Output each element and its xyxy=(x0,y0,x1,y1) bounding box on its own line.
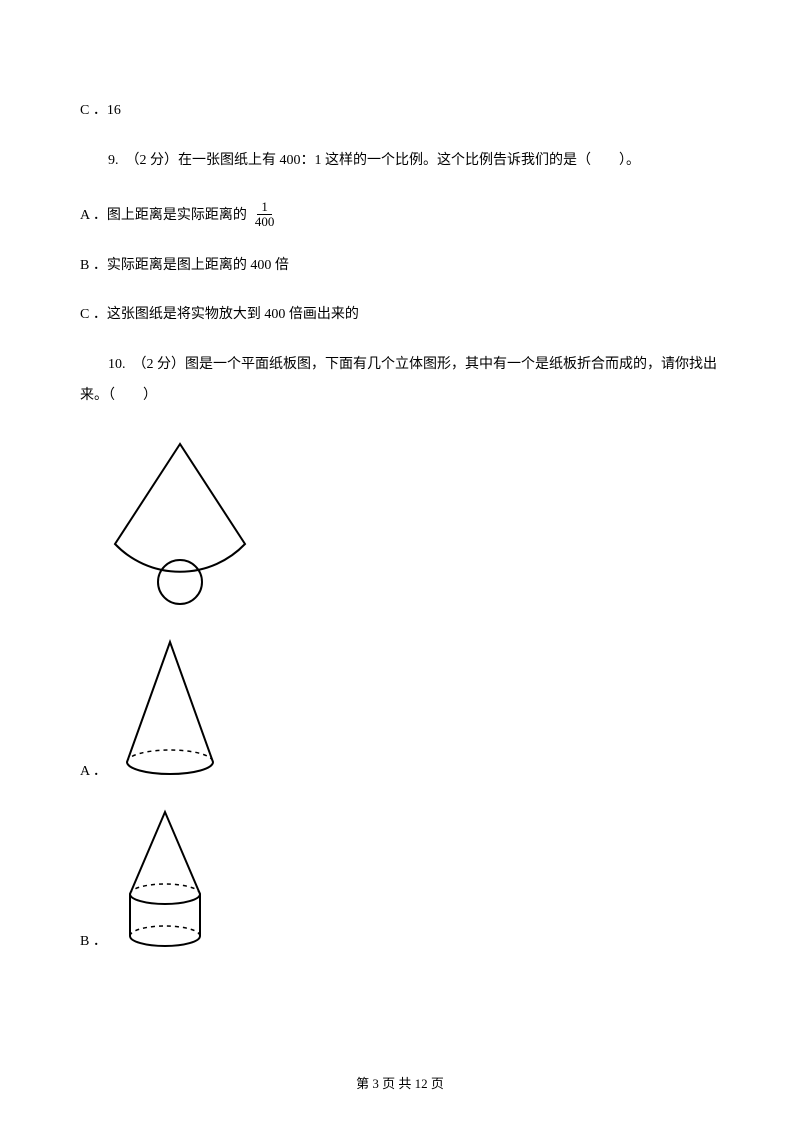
q8-option-c: C ．16 xyxy=(80,100,720,122)
q10-option-b: B ． xyxy=(80,804,720,954)
q10-option-b-label: B ． xyxy=(80,930,107,954)
q9-option-b: B ．实际距离是图上距离的 400 倍 xyxy=(80,255,720,277)
fraction-numerator: 1 xyxy=(257,200,272,215)
page-footer: 第 3 页 共 12 页 xyxy=(0,1073,800,1092)
q9-option-c: C ．这张图纸是将实物放大到 400 倍画出来的 xyxy=(80,304,720,326)
fraction-denominator: 400 xyxy=(253,215,277,229)
cone-solid-svg xyxy=(115,634,225,784)
q10-option-a: A ． xyxy=(80,634,720,784)
page-content: C ．16 9. （2 分）在一张图纸上有 400：1 这样的一个比例。这个比例… xyxy=(0,0,800,954)
q10-net-figure xyxy=(100,434,720,614)
fraction-1-400: 1 400 xyxy=(253,200,277,230)
q9-option-a: A ．图上距离是实际距离的 1 400 xyxy=(80,200,720,230)
q9-option-a-text: A ．图上距离是实际距离的 xyxy=(80,204,247,224)
q10-stem-line1: 10. （2 分）图是一个平面纸板图，下面有几个立体图形，其中有一个是纸板折合而… xyxy=(80,352,720,377)
q10-option-a-label: A ． xyxy=(80,760,107,784)
q9-stem: 9. （2 分）在一张图纸上有 400：1 这样的一个比例。这个比例告诉我们的是… xyxy=(80,148,720,173)
cone-on-cylinder-svg xyxy=(115,804,215,954)
cone-net-svg xyxy=(100,434,260,614)
q10-stem-line2: 来。（ ） xyxy=(80,383,720,408)
